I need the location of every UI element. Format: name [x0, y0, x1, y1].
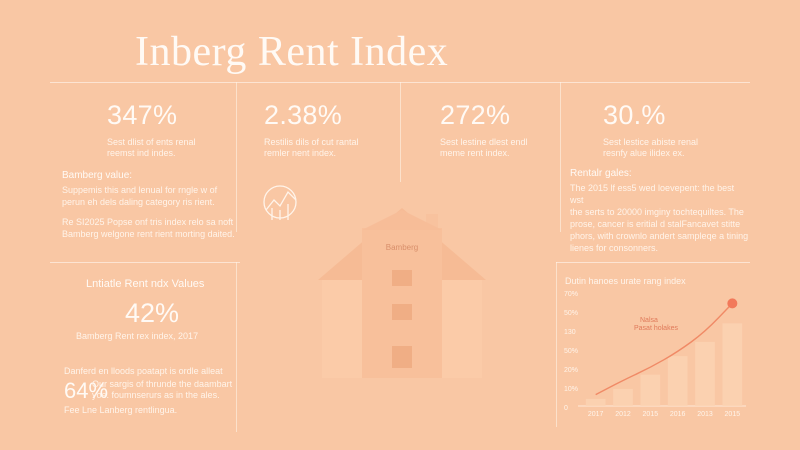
chart-y-tick-label: 10%	[564, 386, 578, 393]
left-block-line: Suppemis this and lenual for rngle w of	[62, 185, 218, 195]
right-text-block: Rentalr gales: The 2015 lf ess5 wed loev…	[570, 168, 750, 254]
mid-divider-right	[556, 262, 750, 263]
stat-3: 272% Sest lestine dlest endl meme rent i…	[440, 100, 550, 159]
chart-x-tick-label: 2017	[588, 411, 604, 418]
chart-bar	[585, 398, 606, 406]
chart-y-tick-label: 70%	[564, 291, 578, 298]
chart-annotation: Pasat holakes	[634, 325, 678, 332]
lower-left-caption: Bamberg Rent rex index, 2017	[76, 331, 199, 341]
stat-4-value: 30.%	[603, 100, 666, 130]
stat-1: 347% Sest dlist of ents renal reemst ind…	[107, 100, 217, 159]
house-label: Bamberg	[386, 243, 418, 252]
chart-bar	[613, 388, 633, 406]
right-block-line: phors, with crownlo andert sampleqe a ti…	[570, 231, 749, 241]
lower-left-pct: 64%	[64, 378, 109, 403]
house-illustration: Bamberg	[318, 208, 486, 378]
left-text-block: Bamberg value: Suppemis this and lenual …	[62, 170, 237, 240]
mid-divider-left	[50, 262, 240, 263]
lower-left-pct-line: Our sargis of thrunde the daambart	[92, 379, 233, 389]
lower-left-pct-text: Our sargis of thrunde the daambart yoe. …	[92, 379, 232, 401]
stat-2-value: 2.38%	[264, 100, 343, 130]
stat-3-caption: Sest lestine dlest endl meme rent index.	[440, 137, 528, 158]
chart-annotation: Nalsa	[640, 317, 658, 324]
lower-left-value: 42%	[124, 298, 180, 328]
left-block-line: Bamberg welgone rent rient morting daite…	[62, 229, 235, 239]
right-block-line: lienes for consonners.	[570, 243, 659, 253]
right-block-heading: Rentalr gales:	[570, 168, 632, 179]
chart-line-marker	[727, 298, 738, 309]
chart-x-tick-label: 2016	[670, 411, 686, 418]
column-divider-3	[560, 82, 561, 232]
chart-bar	[640, 374, 661, 406]
stat-1-value: 347%	[107, 100, 178, 130]
lower-left-pct-line: yoe. foumnserurs as in the ales.	[92, 390, 220, 400]
stat-3-value: 272%	[440, 100, 511, 130]
left-block-line: Re SI2025 Popse onf tris index relo sa n…	[62, 217, 234, 227]
chart-y-tick-label: 50%	[564, 348, 578, 355]
left-block-line: perun eh dels daling category ris rient.	[62, 197, 215, 207]
stat-1-caption: Sest dlist of ents renal reemst ind inde…	[107, 137, 196, 158]
right-block-line: prose, cancer is eritial d stalFancavet …	[570, 219, 741, 229]
chart-x-tick-label: 2015	[725, 411, 741, 418]
lower-left-footer: Fee Lne Lanberg rentlingua.	[64, 405, 178, 415]
chart-title: Dutin hanoes urate rang index	[565, 276, 686, 286]
chart-y-tick-label: 50%	[564, 310, 578, 317]
lower-left-divider	[236, 262, 237, 432]
chart-y-tick-label: 20%	[564, 367, 578, 374]
lower-right-divider	[556, 262, 557, 427]
chart-y-tick-label: 130	[564, 329, 576, 336]
chart-icon	[263, 185, 297, 220]
left-block-heading: Bamberg value:	[62, 170, 133, 181]
column-divider-2	[400, 82, 401, 182]
chart-bar	[722, 323, 743, 406]
chart-bar	[667, 356, 688, 406]
stat-2: 2.38% Restilis dils of cut rantal remler…	[264, 100, 374, 159]
page-title: Inberg Rent Index	[135, 29, 449, 75]
stat-2-caption: Restilis dils of cut rantal remler nent …	[264, 137, 359, 158]
column-divider-1	[236, 82, 237, 232]
lower-left-heading: Lntiatle Rent ndx Values	[86, 278, 205, 290]
stat-4-caption: Sest lestice abiste renal resnfy alue il…	[603, 137, 699, 158]
rent-index-chart: 70% 50% 130 50% 20% 10% 0 2017 2012 2015 2016 2013 2…	[564, 291, 746, 418]
chart-y-tick-label: 0	[564, 405, 568, 412]
lower-left-note: Danferd en lloods poatapt is ordle allea…	[64, 366, 223, 376]
chart-trend-line	[595, 302, 733, 396]
right-block-line: the serts to 20000 imginy tochtequiltes.…	[570, 207, 744, 217]
chart-bar	[695, 341, 715, 406]
chart-x-tick-label: 2013	[697, 411, 713, 418]
right-block-line: The 2015 lf ess5 wed loevepent: the best…	[570, 183, 735, 205]
chart-x-tick-label: 2015	[643, 411, 659, 418]
stat-4: 30.% Sest lestice abiste renal resnfy al…	[603, 100, 713, 159]
lower-left-block: Lntiatle Rent ndx Values 42% Bamberg Ren…	[72, 278, 232, 341]
chart-x-tick-label: 2012	[615, 411, 631, 418]
